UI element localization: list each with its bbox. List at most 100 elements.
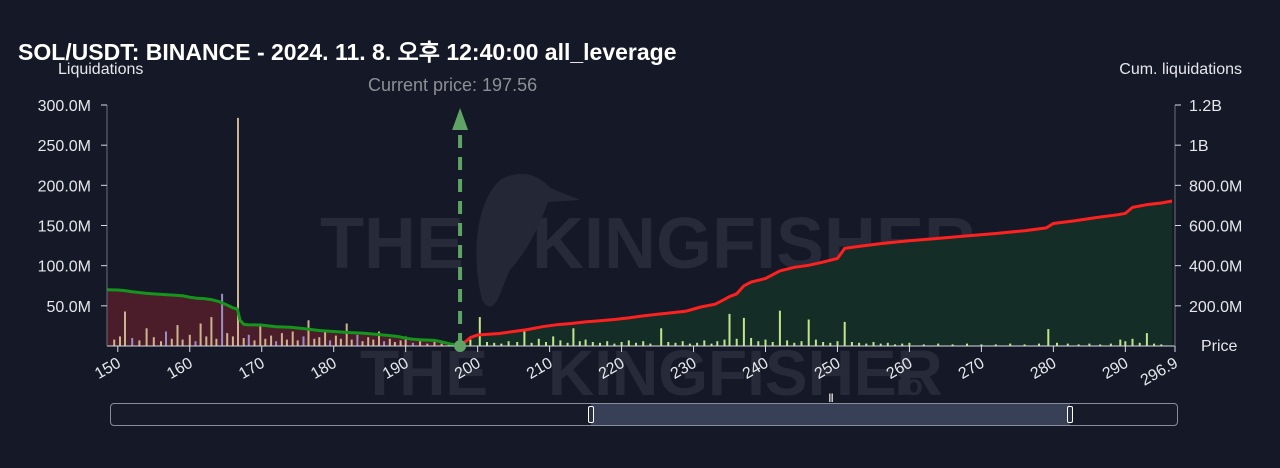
liquidation-bar <box>1047 329 1050 346</box>
liquidation-bar <box>559 340 562 346</box>
liquidation-bar <box>411 342 414 346</box>
liquidation-bar <box>226 333 229 346</box>
right-tick-label: 600.0M <box>1189 219 1242 236</box>
liquidation-bar <box>507 341 510 346</box>
liquidation-bar <box>221 293 224 346</box>
x-axis-title: Price <box>1201 338 1238 355</box>
liquidation-bar <box>131 338 134 346</box>
liquidation-bar <box>404 336 407 346</box>
liquidation-bar <box>757 341 760 346</box>
liquidation-bar <box>994 344 997 346</box>
right-tick-label: 800.0M <box>1189 178 1242 195</box>
liquidation-bar <box>966 343 968 346</box>
liquidation-bar <box>696 342 699 346</box>
liquidation-bar <box>478 317 481 346</box>
liquidation-bar <box>1066 343 1069 346</box>
liquidation-bar <box>886 342 889 346</box>
liquidation-bar <box>388 338 391 346</box>
current-price-marker <box>452 108 469 352</box>
liquidation-bar <box>291 331 294 346</box>
liquidation-bar <box>793 342 796 346</box>
liquidation-bar <box>1009 343 1012 346</box>
liquidation-bar <box>951 344 954 346</box>
current-price-label: Current price: 197.56 <box>368 75 538 95</box>
liquidation-bar <box>1088 343 1091 346</box>
left-tick-label: 50.0M <box>47 299 91 316</box>
x-tick-label: 280 <box>1028 355 1060 383</box>
liquidation-bar <box>908 342 911 346</box>
liquidation-bar <box>1119 339 1122 346</box>
liquidation-bar <box>584 339 587 346</box>
liquidation-bar <box>264 338 267 346</box>
liquidation-bar <box>578 341 581 346</box>
liquidation-bar <box>275 341 278 346</box>
liquidation-bar <box>599 342 601 346</box>
liquidation-bar <box>742 317 745 346</box>
grip-icon[interactable]: ||| <box>828 392 834 402</box>
liquidation-bar <box>922 344 925 346</box>
liquidation-bar <box>242 338 245 346</box>
liquidation-bar <box>1038 343 1040 346</box>
liquidation-bar <box>635 342 637 346</box>
liquidation-bar <box>764 339 767 346</box>
range-slider-left-handle[interactable] <box>587 406 594 423</box>
liquidation-bar <box>237 117 239 347</box>
liquidation-bar <box>199 323 202 346</box>
cum-short-line <box>459 199 1173 348</box>
range-slider[interactable]: ||| <box>110 393 1178 426</box>
liquidation-bar <box>188 334 191 346</box>
liquidation-bar <box>872 342 875 346</box>
liquidation-bar <box>688 343 691 346</box>
right-axis-title: Cum. liquidations <box>1119 61 1242 78</box>
liquidation-bar <box>1131 338 1134 346</box>
left-tick-label: 200.0M <box>38 178 91 195</box>
liquidation-bar <box>552 336 555 346</box>
liquidation-bar <box>399 340 402 346</box>
watermark-text-4: THE <box>360 337 488 409</box>
liquidation-bar <box>345 323 348 346</box>
liquidation-bar <box>194 341 197 346</box>
watermark-text-1: THE <box>320 204 464 284</box>
liquidation-bar <box>1109 343 1112 346</box>
liquidation-bar <box>138 340 141 346</box>
liquidation-bar <box>160 341 162 346</box>
right-tick-label: 1B <box>1189 138 1209 155</box>
liquidation-bar <box>205 336 208 346</box>
liquidation-bar <box>313 338 316 346</box>
liquidation-bar <box>1124 341 1127 346</box>
liquidation-bar <box>980 344 983 346</box>
liquidation-bar <box>280 333 283 346</box>
liquidation-bar <box>339 338 342 346</box>
liquidation-bar <box>620 342 623 346</box>
liquidation-bar <box>750 338 753 346</box>
range-slider-right-handle[interactable] <box>1067 406 1074 423</box>
liquidation-bar <box>302 336 305 346</box>
x-tick-label: 180 <box>308 355 340 383</box>
liquidation-bar <box>469 339 472 346</box>
x-tick-label: 160 <box>164 355 196 383</box>
liquidation-bar <box>667 342 670 346</box>
liquidation-bar <box>361 341 364 346</box>
liquidation-bar <box>124 311 126 346</box>
liquidation-bar <box>710 343 713 346</box>
range-slider-selection[interactable] <box>590 404 1071 425</box>
right-tick-label: 1.2B <box>1189 98 1222 115</box>
liquidation-bar <box>627 340 630 346</box>
liquidation-bar <box>836 341 839 346</box>
liquidation-bar <box>253 340 256 346</box>
liquidation-bar <box>1160 344 1163 346</box>
left-tick-label: 300.0M <box>38 98 91 115</box>
left-tick-label: 150.0M <box>38 219 91 236</box>
liquidation-bar <box>829 342 832 346</box>
liquidation-bar <box>937 343 940 346</box>
current-price-dot <box>454 340 467 352</box>
liquidation-bar <box>1056 342 1058 346</box>
liquidation-bar <box>649 343 652 346</box>
liquidation-bar <box>433 342 436 346</box>
liquidation-bar <box>383 341 386 346</box>
liquidation-bar <box>440 343 443 346</box>
x-tick-label: 290 <box>1100 355 1132 383</box>
liquidation-bar <box>113 339 116 346</box>
liquidation-bar <box>545 342 547 346</box>
left-axis-title: Liquidations <box>58 61 144 78</box>
